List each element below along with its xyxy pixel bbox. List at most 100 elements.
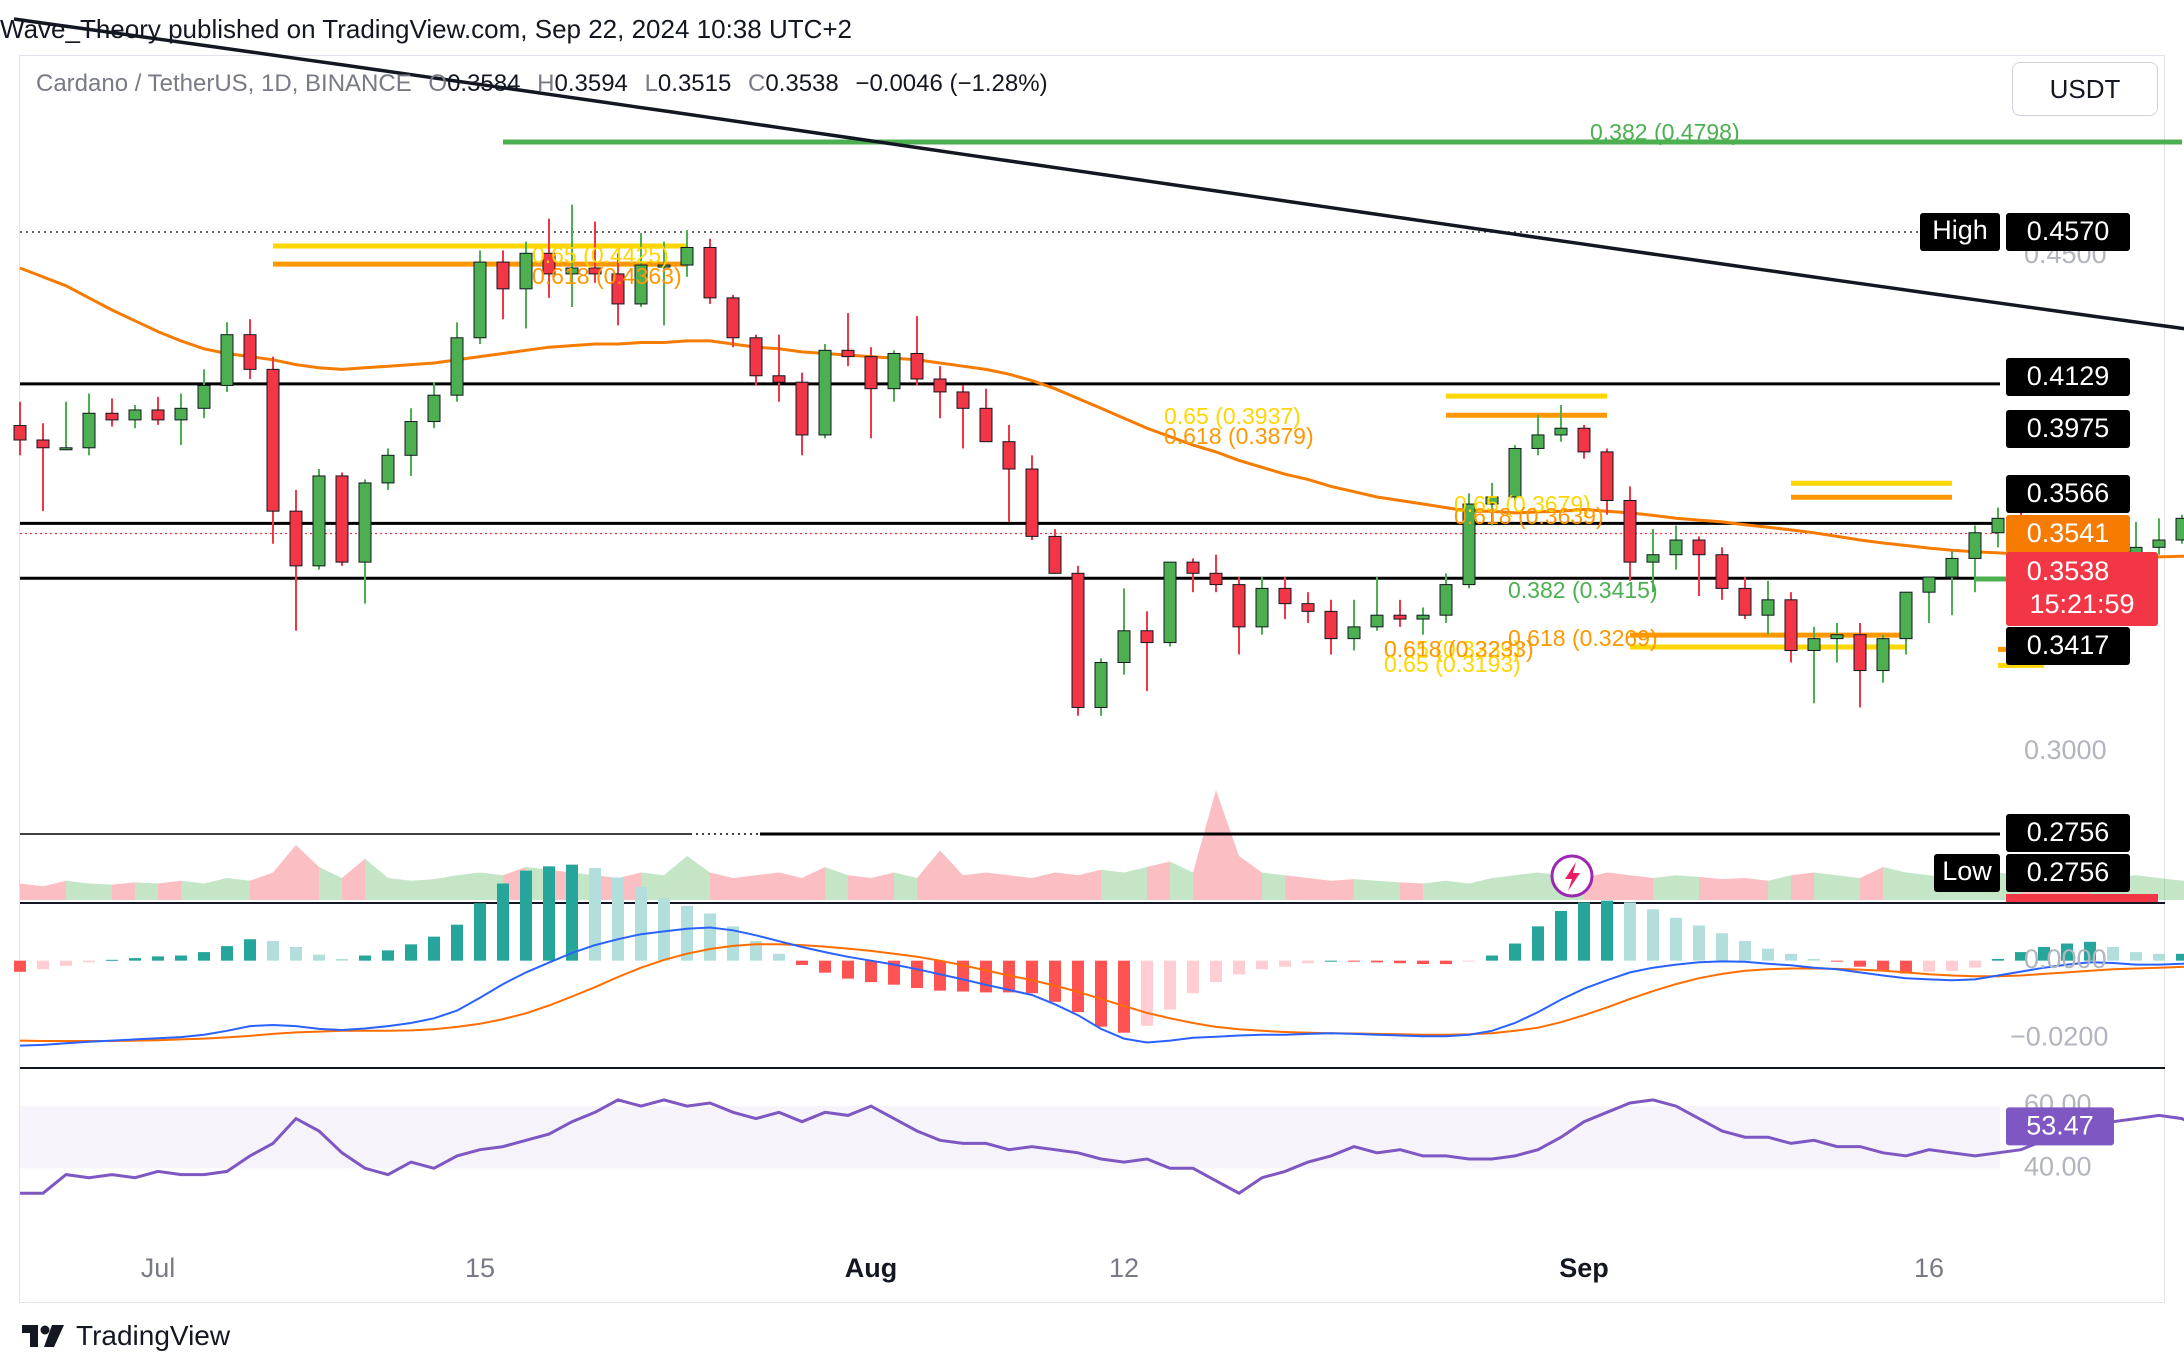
candle xyxy=(174,393,188,446)
candle xyxy=(841,313,855,367)
volume-segment xyxy=(2159,878,2182,900)
rsi-value-tag: 53.47 xyxy=(2006,1107,2114,1146)
macd-histogram-bar xyxy=(888,960,900,985)
volume-segment xyxy=(1676,875,1699,900)
candle xyxy=(1209,554,1223,593)
candle xyxy=(1462,493,1476,589)
volume-segment xyxy=(434,875,457,900)
macd-histogram-bar xyxy=(474,903,486,961)
volume-segment xyxy=(1492,875,1515,900)
candle-body xyxy=(13,425,27,441)
candle xyxy=(1485,482,1499,526)
candle xyxy=(450,322,464,402)
candle xyxy=(1807,626,1821,704)
candle-body xyxy=(2152,539,2166,548)
macd-histogram-bar xyxy=(1670,917,1682,961)
macd-histogram-bar xyxy=(405,944,417,961)
volume-segment xyxy=(1331,879,1354,900)
candle-body xyxy=(1715,554,1729,589)
volume-segment xyxy=(664,856,687,900)
candle-body xyxy=(634,264,648,305)
low-price-tag: 0.2756 xyxy=(2006,854,2130,892)
volume-segment xyxy=(204,878,227,900)
high-value: 0.3594 xyxy=(554,70,628,97)
volume-segment xyxy=(273,845,296,900)
candle xyxy=(1186,558,1200,593)
macd-histogram-bar xyxy=(704,913,716,961)
candle-body xyxy=(1002,441,1016,470)
volume-area xyxy=(20,790,2184,900)
candle xyxy=(1669,525,1683,570)
level-tag-02756-text: 0.2756 xyxy=(2027,817,2110,847)
candle-body xyxy=(1531,434,1545,449)
macd-line xyxy=(19,926,2184,1047)
currency-button[interactable]: USDT xyxy=(2012,62,2158,116)
current-price-bg xyxy=(2006,552,2158,626)
candle xyxy=(703,238,717,304)
close-value: 0.3538 xyxy=(765,70,839,97)
fib-label: 0.65 (0.3239) xyxy=(1384,636,1521,662)
macd-histogram-bar xyxy=(152,956,164,961)
candle xyxy=(726,294,740,348)
publisher-line: Wave_Theory published on TradingView.com… xyxy=(0,14,860,45)
macd-histogram-bar xyxy=(1348,960,1360,962)
candle xyxy=(1554,405,1568,442)
macd-histogram-bar xyxy=(1164,960,1176,1010)
candle xyxy=(519,241,533,329)
candle-body xyxy=(1508,447,1522,498)
candle xyxy=(795,372,809,456)
volume-segment xyxy=(1101,869,1124,900)
macd-histogram-bar xyxy=(1509,943,1521,961)
macd-histogram-bar xyxy=(2130,952,2142,961)
candle xyxy=(1508,445,1522,505)
volume-segment xyxy=(135,882,158,900)
macd-histogram-bar xyxy=(37,960,49,970)
macd-histogram-bar xyxy=(1279,960,1291,967)
macd-histogram-bar xyxy=(566,864,578,961)
candle xyxy=(1416,607,1430,635)
candle xyxy=(1761,580,1775,635)
footer-brand[interactable]: TradingView xyxy=(22,1320,230,1352)
volume-segment xyxy=(1446,880,1469,900)
volume-segment xyxy=(1354,879,1377,900)
fib-label: 0.382 (0.3415) xyxy=(1508,577,1658,603)
volume-segment xyxy=(733,875,756,900)
macd-histogram-bar xyxy=(1003,960,1015,993)
macd-histogram-bar xyxy=(543,866,555,961)
candle-body xyxy=(289,510,303,567)
candle xyxy=(266,356,280,544)
macd-signal-line xyxy=(19,943,2184,1042)
high-label: H xyxy=(537,70,555,97)
macd-histogram-bar xyxy=(2176,953,2184,961)
level-tag-04129: 0.4129 xyxy=(2006,358,2130,396)
macd-histogram-bar xyxy=(1739,940,1751,961)
brand-text: TradingView xyxy=(76,1320,231,1351)
candle-body xyxy=(197,384,211,409)
macd-histogram-bar xyxy=(1808,958,1820,961)
candle xyxy=(1393,599,1407,627)
macd-histogram-bar xyxy=(1118,960,1130,1033)
level-tag-04129-text: 0.4129 xyxy=(2027,361,2110,391)
macd-histogram-bar xyxy=(773,953,785,961)
macd-histogram-bar xyxy=(83,960,95,963)
macd-histogram-bar xyxy=(106,959,118,961)
candle-body xyxy=(312,475,326,567)
candle xyxy=(1646,529,1660,593)
volume-segment xyxy=(1630,875,1653,900)
macd-histogram-bar xyxy=(1946,960,1958,971)
macd-histogram-bar xyxy=(681,905,693,961)
fib-label: 0.65 (0.4425) xyxy=(532,242,669,268)
candle-body xyxy=(1439,584,1453,616)
level-tag-03566: 0.3566 xyxy=(2006,475,2130,513)
macd-histogram-bar xyxy=(1463,960,1475,962)
candle xyxy=(59,401,73,451)
open-value: 0.3584 xyxy=(447,70,521,97)
candle-body xyxy=(519,252,533,290)
candle xyxy=(381,448,395,490)
candle-body xyxy=(450,337,464,396)
fib-label: 0.382 (0.4798) xyxy=(1590,119,1740,145)
candle-body xyxy=(128,409,142,421)
level-tag-03566-bg xyxy=(2006,475,2130,513)
candle xyxy=(1600,448,1614,515)
